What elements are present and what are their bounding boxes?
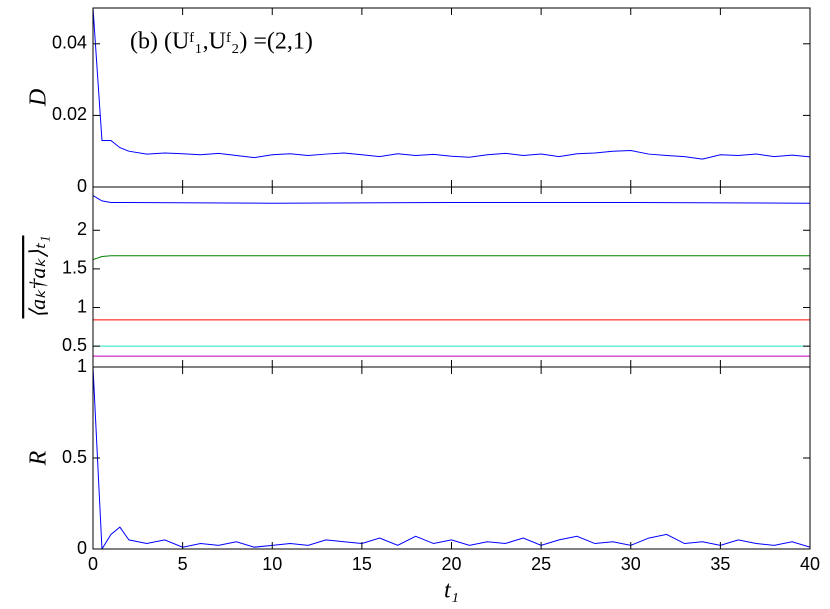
y-tick-label: 0.02 — [52, 104, 87, 124]
y-axis-label: D — [26, 89, 52, 107]
annotation: (b) (Uᶠ₁,Uᶠ₂) =(2,1) — [130, 29, 313, 55]
x-tick-label: 40 — [800, 554, 820, 574]
axes-box — [92, 366, 811, 550]
x-tick-label: 15 — [352, 554, 372, 574]
x-tick-label: 30 — [621, 554, 641, 574]
data-line — [93, 255, 810, 261]
y-tick-label: 1.5 — [62, 258, 87, 278]
x-tick-label: 0 — [88, 554, 98, 574]
x-axis-label: t₁ — [444, 578, 459, 604]
data-line — [93, 195, 810, 204]
y-tick-label: 2 — [77, 219, 87, 239]
y-tick-label: 0 — [77, 538, 87, 558]
x-tick-label: 20 — [441, 554, 461, 574]
x-tick-label: 35 — [710, 554, 730, 574]
y-axis-label: ⟨aₖ†aₖ⟩ₜ₁ — [25, 235, 50, 318]
y-tick-label: 1 — [77, 296, 87, 316]
axes-box — [92, 186, 811, 368]
y-tick-label: 0.5 — [62, 447, 87, 467]
data-line — [93, 367, 810, 549]
x-tick-label: 25 — [531, 554, 551, 574]
x-tick-label: 5 — [178, 554, 188, 574]
y-tick-label: 0.5 — [62, 335, 87, 355]
y-tick-label: 0 — [77, 176, 87, 196]
y-axis-label: R — [26, 450, 52, 466]
x-tick-label: 10 — [262, 554, 282, 574]
data-line — [93, 8, 810, 160]
y-tick-label: 0.04 — [52, 33, 87, 53]
y-tick-label: 1 — [77, 356, 87, 376]
